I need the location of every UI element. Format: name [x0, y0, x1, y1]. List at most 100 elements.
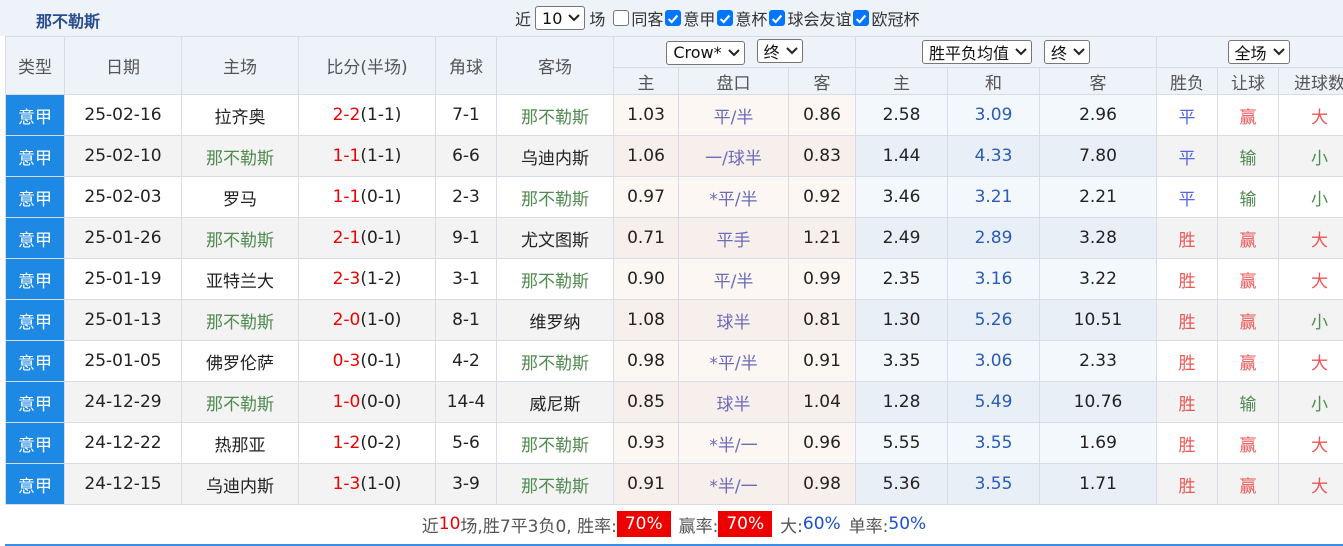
- header-select[interactable]: 终: [1044, 40, 1091, 64]
- checkbox[interactable]: [717, 10, 734, 26]
- chevron: [1015, 48, 1027, 56]
- score: 1-2: [332, 433, 361, 453]
- goals-result: 小: [1277, 381, 1343, 423]
- odds-away: 0.83: [788, 135, 856, 177]
- checkbox[interactable]: [769, 10, 786, 26]
- check-mark: [772, 14, 783, 24]
- corners: 3-9: [435, 463, 497, 505]
- select-value: 胜平负均值: [928, 44, 1009, 63]
- column-header: 主场: [181, 36, 299, 95]
- away-team: 那不勒斯: [496, 422, 614, 464]
- recent-count: 10: [542, 8, 563, 28]
- checkbox[interactable]: [853, 10, 870, 26]
- column-header: 角球: [435, 36, 497, 95]
- odds-away: 1.04: [788, 381, 856, 423]
- result: 胜: [1156, 299, 1218, 341]
- option-label: 同客: [631, 10, 664, 29]
- match-row: 意甲 24-12-15 乌迪内斯 1-3(1-0) 3-9 那不勒斯 0.91 *半/一 0.9…: [5, 463, 1343, 505]
- handicap: 平/半: [678, 94, 789, 136]
- date: 25-01-26: [64, 217, 182, 259]
- handicap: 球半: [678, 381, 789, 423]
- half-score: (0-1): [360, 351, 402, 371]
- match-row: 意甲 25-01-13 那不勒斯 2-0(1-0) 8-1 维罗纳 1.08 球半 0.81 1.…: [5, 299, 1343, 341]
- avg-away: 1.69: [1039, 422, 1157, 464]
- league: 意甲: [5, 258, 65, 300]
- recent-select[interactable]: 10: [535, 6, 586, 30]
- handicap: 平/半: [678, 258, 789, 300]
- handicap-result: 赢: [1217, 94, 1279, 136]
- header-select[interactable]: 胜平负均值: [921, 40, 1032, 64]
- corners: 4-2: [435, 340, 497, 382]
- odds-away: 0.81: [788, 299, 856, 341]
- select-value: 全场: [1234, 44, 1267, 63]
- checkbox[interactable]: [613, 10, 630, 26]
- half-score: (1-0): [360, 310, 402, 330]
- avg-away: 1.71: [1039, 463, 1157, 505]
- match-row: 意甲 25-02-03 罗马 1-1(0-1) 2-3 那不勒斯 0.97 *平/半 0.92 3…: [5, 176, 1343, 218]
- handicap-result: 赢: [1217, 299, 1279, 341]
- score-cell: 2-2(1-1): [298, 94, 436, 136]
- corners: 8-1: [435, 299, 497, 341]
- summary: 近 10 场,胜7平3负0, 胜率: 70% 赢率: 70% 大: 60% 单率…: [5, 504, 1343, 546]
- column-header: 类型: [5, 36, 65, 95]
- league-options: 同客 意甲 意杯 球会友谊 欧冠杯: [613, 6, 919, 30]
- chevron: [1073, 48, 1085, 56]
- avg-away: 2.96: [1039, 94, 1157, 136]
- odds-home: 0.98: [613, 340, 679, 382]
- avg-home: 1.44: [855, 135, 948, 177]
- odds-home: 1.03: [613, 94, 679, 136]
- away-team: 威尼斯: [496, 381, 614, 423]
- odds-home: 0.71: [613, 217, 679, 259]
- avg-away: 7.80: [1039, 135, 1157, 177]
- handicap-result: 赢: [1217, 258, 1279, 300]
- avg-draw: 2.89: [947, 217, 1040, 259]
- away-team: 那不勒斯: [496, 258, 614, 300]
- date: 25-01-19: [64, 258, 182, 300]
- home-team: 那不勒斯: [181, 217, 299, 259]
- subcolumn-header: 盘口: [678, 67, 789, 95]
- result: 胜: [1156, 463, 1218, 505]
- half-score: (1-1): [360, 105, 402, 125]
- handicap: *半/一: [678, 422, 789, 464]
- handicap: *平/半: [678, 340, 789, 382]
- odds-home: 0.90: [613, 258, 679, 300]
- date: 25-02-03: [64, 176, 182, 218]
- subcolumn-header: 胜负: [1156, 67, 1218, 95]
- summary-count: 10: [438, 514, 461, 534]
- subcolumn-header: 进球数: [1277, 67, 1343, 95]
- avg-draw: 3.06: [947, 340, 1040, 382]
- home-team: 那不勒斯: [181, 381, 299, 423]
- header-select[interactable]: Crow*: [666, 40, 745, 65]
- corners: 9-1: [435, 217, 497, 259]
- result: 胜: [1156, 381, 1218, 423]
- odds-home: 1.08: [613, 299, 679, 341]
- half-score: (0-1): [360, 187, 402, 207]
- select-value: 终: [763, 43, 780, 63]
- over-label: 大:: [780, 516, 803, 537]
- result: 胜: [1156, 422, 1218, 464]
- header-select[interactable]: 终: [756, 39, 803, 64]
- home-team: 亚特兰大: [181, 258, 299, 300]
- score: 1-3: [332, 474, 361, 494]
- match-row: 意甲 25-02-16 拉齐奥 2-2(1-1) 7-1 那不勒斯 1.03 平/半 0.86 2…: [5, 94, 1343, 136]
- avg-home: 5.55: [855, 422, 948, 464]
- corners: 7-1: [435, 94, 497, 136]
- date: 24-12-15: [64, 463, 182, 505]
- goals-result: 小: [1277, 176, 1343, 218]
- checkbox[interactable]: [665, 10, 682, 26]
- avg-away: 2.21: [1039, 176, 1157, 218]
- odds-away: 1.21: [788, 217, 856, 259]
- half-score: (0-0): [360, 392, 402, 412]
- avg-home: 5.36: [855, 463, 948, 505]
- odds-home: 0.93: [613, 422, 679, 464]
- league: 意甲: [5, 217, 65, 259]
- goals-result: 大: [1277, 463, 1343, 505]
- chevron: [727, 49, 740, 57]
- option-label: 意杯: [735, 10, 768, 29]
- goals-result: 大: [1277, 217, 1343, 259]
- away-team: 乌迪内斯: [496, 135, 614, 177]
- avg-home: 2.35: [855, 258, 948, 300]
- handicap: 一/球半: [678, 135, 789, 177]
- header-select[interactable]: 全场: [1227, 40, 1290, 64]
